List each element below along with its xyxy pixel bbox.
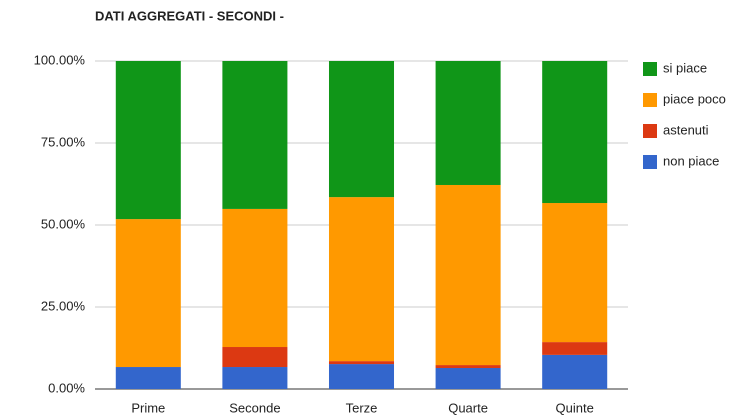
- y-tick-label: 75.00%: [41, 134, 86, 149]
- legend-swatch: [643, 93, 657, 107]
- bar-segment: [542, 61, 608, 204]
- legend-swatch: [643, 155, 657, 169]
- bar-segment: [115, 219, 181, 368]
- bar-segment: [435, 368, 501, 389]
- bar-segment: [542, 354, 608, 389]
- x-tick-label: Terze: [346, 400, 378, 415]
- chart-title: DATI AGGREGATI - SECONDI -: [95, 8, 284, 23]
- legend-swatch: [643, 124, 657, 138]
- legend-swatch: [643, 62, 657, 76]
- legend-label: si piace: [663, 60, 707, 75]
- legend-label: non piace: [663, 153, 719, 168]
- bar-segment: [222, 61, 288, 209]
- bar-segment: [328, 197, 395, 362]
- x-tick-label: Prime: [131, 400, 165, 415]
- bar-segment: [435, 365, 501, 369]
- bar-segment: [115, 61, 181, 220]
- bar-segment: [328, 61, 395, 198]
- bar-segment: [328, 364, 395, 389]
- y-tick-label: 0.00%: [48, 380, 85, 395]
- legend-label: astenuti: [663, 122, 709, 137]
- bar-segment: [435, 184, 501, 366]
- x-tick-label: Seconde: [229, 400, 280, 415]
- bar-segment: [328, 361, 395, 365]
- x-tick-label: Quinte: [556, 400, 594, 415]
- bar-segment: [435, 61, 501, 185]
- bar-segment: [115, 367, 181, 389]
- bar-segment: [222, 208, 288, 348]
- x-tick-label: Quarte: [448, 400, 488, 415]
- bar-segment: [542, 203, 608, 343]
- y-tick-label: 100.00%: [34, 52, 86, 67]
- bar-segment: [222, 347, 288, 368]
- bar-segment: [542, 342, 608, 355]
- legend-label: piace poco: [663, 91, 726, 106]
- y-tick-label: 50.00%: [41, 216, 86, 231]
- y-tick-label: 25.00%: [41, 298, 86, 313]
- bar-segment: [222, 367, 288, 389]
